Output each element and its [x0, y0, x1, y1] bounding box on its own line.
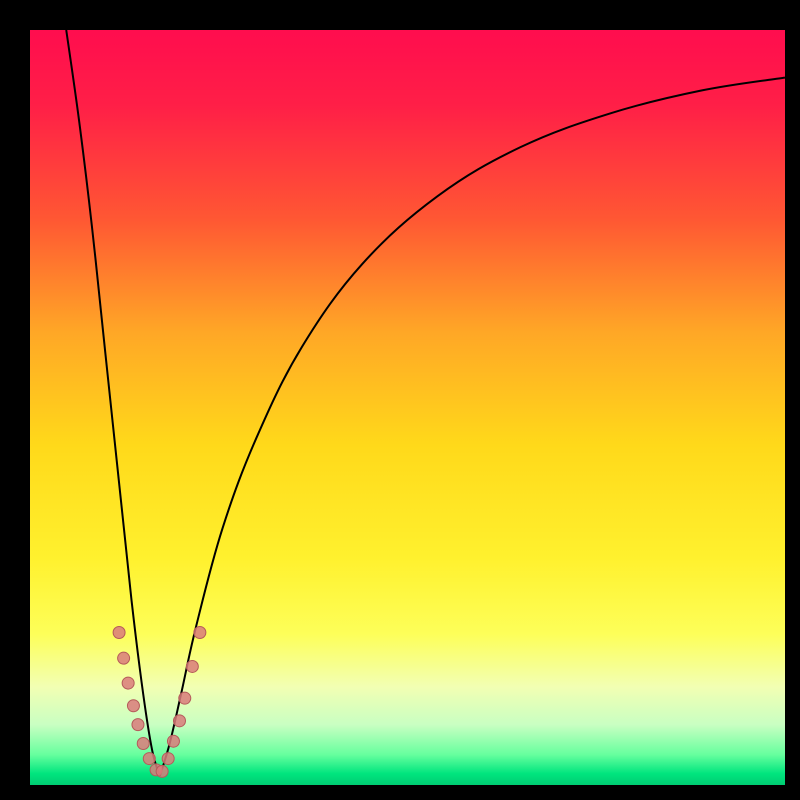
data-marker	[118, 652, 130, 664]
plot-background	[30, 30, 785, 785]
data-marker	[122, 677, 134, 689]
chart-svg	[0, 0, 800, 800]
chart-container: TheBottleneck.com	[0, 0, 800, 800]
data-marker	[113, 626, 125, 638]
data-marker	[167, 735, 179, 747]
data-marker	[179, 692, 191, 704]
data-marker	[194, 626, 206, 638]
data-marker	[162, 753, 174, 765]
data-marker	[156, 765, 168, 777]
data-marker	[127, 700, 139, 712]
data-marker	[137, 737, 149, 749]
data-marker	[132, 719, 144, 731]
data-marker	[186, 660, 198, 672]
data-marker	[143, 753, 155, 765]
data-marker	[173, 715, 185, 727]
